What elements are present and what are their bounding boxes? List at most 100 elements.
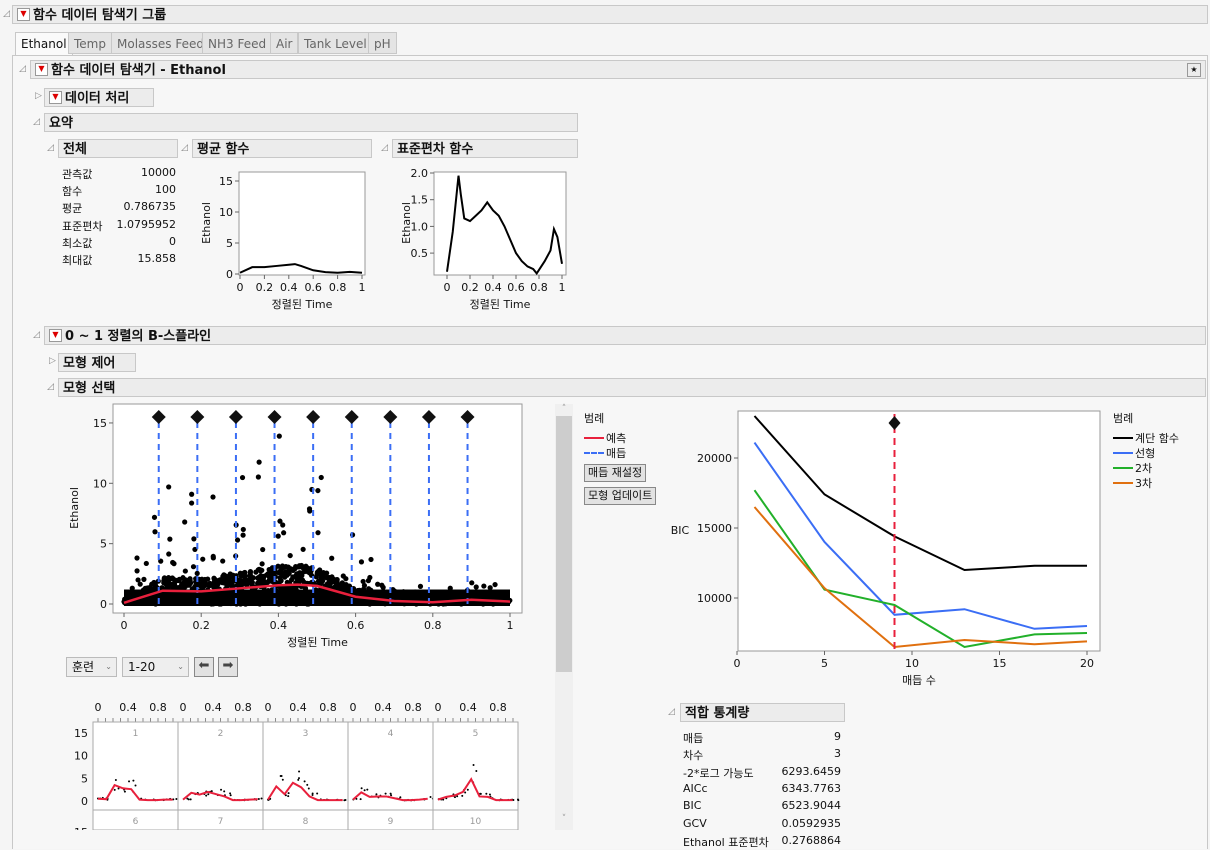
legend-swatch [1113, 467, 1133, 469]
knot-handle[interactable] [383, 410, 398, 424]
legend-item-label[interactable]: 2차 [1135, 462, 1153, 475]
function-panel[interactable] [177, 721, 264, 811]
data-point [479, 792, 482, 795]
data-point [137, 581, 143, 587]
panel-label: 5 [473, 729, 479, 739]
explorer-outline-header[interactable]: ▼ 함수 데이터 탐색기 - Ethanol ★ [30, 60, 1206, 79]
disclosure-icon[interactable]: ◿ [47, 143, 54, 153]
selected-knots-handle[interactable] [888, 416, 901, 430]
red-triangle-menu-icon[interactable]: ▼ [35, 63, 48, 76]
plot-frame [737, 410, 1101, 652]
stat-value: 0.786735 [123, 200, 177, 214]
overall-outline[interactable]: 전체 [58, 139, 178, 158]
data-point [464, 791, 467, 794]
update-model-button[interactable]: 모형 업데이트 [584, 487, 657, 505]
data-point [340, 583, 346, 589]
red-triangle-menu-icon[interactable]: ▼ [49, 91, 62, 104]
bspline-outline[interactable]: ▼ 0 ~ 1 정렬의 B-스플라인 [44, 326, 1206, 345]
knot-handle[interactable] [306, 410, 321, 424]
disclosure-icon[interactable]: ◿ [381, 143, 388, 153]
tab-nh3-feed[interactable]: NH3 Feed [202, 32, 273, 54]
expand-icon[interactable]: ▷ [35, 91, 42, 101]
range-select[interactable]: 1-20 ⌄ [122, 657, 189, 677]
vertical-scrollbar[interactable]: ˄ ˅ [555, 404, 573, 830]
panel-prediction-line [352, 791, 428, 802]
data-point [143, 560, 149, 567]
data-point [259, 561, 265, 567]
knot-handle[interactable] [460, 410, 475, 424]
data-point [375, 793, 378, 796]
disclosure-icon[interactable]: ◿ [19, 64, 26, 74]
summary-outline[interactable]: 요약 [44, 113, 578, 132]
data-point [182, 519, 188, 525]
expand-icon[interactable]: ▷ [49, 356, 56, 366]
fit-stat-label: GCV [683, 816, 707, 830]
model-selection-outline[interactable]: 모형 선택 [58, 378, 1206, 397]
disclosure-icon[interactable]: ◿ [668, 707, 675, 717]
next-page-button[interactable]: ➡ [218, 657, 238, 677]
disclosure-icon[interactable]: ◿ [47, 382, 54, 392]
data-point [200, 556, 206, 562]
red-triangle-menu-icon[interactable]: ▼ [17, 8, 30, 21]
data-point [293, 563, 299, 570]
data-processing-outline[interactable]: ▼ 데이터 처리 [44, 88, 154, 107]
reset-knots-button[interactable]: 매듭 재설정 [584, 464, 647, 482]
legend-item-label[interactable]: 선형 [1135, 447, 1156, 460]
set-select[interactable]: 훈련 ⌄ [66, 657, 117, 677]
data-point [117, 787, 120, 790]
data-point [235, 582, 241, 588]
data-point [123, 790, 126, 793]
stat-label: 최소값 [62, 236, 93, 250]
disclosure-icon[interactable]: ◿ [33, 330, 40, 340]
legend-item-label[interactable]: 3차 [1135, 477, 1153, 490]
model-control-outline[interactable]: 모형 제어 [58, 353, 136, 372]
knot-handle[interactable] [344, 410, 359, 424]
data-point [151, 514, 158, 520]
std-function-outline[interactable]: 표준편차 함수 [392, 139, 578, 158]
red-triangle-menu-icon[interactable]: ▼ [49, 329, 62, 342]
disclosure-icon[interactable]: ◿ [181, 143, 188, 153]
disclosure-icon[interactable]: ◿ [33, 117, 40, 127]
tab-molasses-feed[interactable]: Molasses Feed [111, 32, 210, 54]
fit-stat-label: Ethanol 표준편차 [683, 835, 769, 849]
stat-label: 최대값 [62, 254, 93, 267]
data-point [207, 580, 213, 587]
tab-temp[interactable]: Temp [68, 32, 112, 54]
fit-stat-value: 6293.6459 [781, 764, 842, 778]
function-panel[interactable] [432, 721, 519, 811]
data-point [303, 563, 309, 569]
legend-item-label[interactable]: 계단 함수 [1135, 432, 1179, 445]
previous-page-button[interactable]: ⬅ [194, 657, 214, 677]
scrollbar-thumb[interactable] [556, 416, 572, 672]
disclosure-icon[interactable]: ◿ [3, 9, 10, 19]
scroll-down-icon[interactable]: ˅ [561, 814, 567, 824]
legend-swatch [584, 452, 604, 454]
legend-item-label[interactable]: 매듭 [606, 447, 627, 460]
tab-ph[interactable]: pH [368, 32, 397, 54]
group-outline-header[interactable]: ▼ 함수 데이터 탐색기 그룹 [12, 5, 1208, 24]
mean-function-outline[interactable]: 평균 함수 [192, 139, 372, 158]
data-point [210, 553, 216, 560]
data-point [281, 778, 284, 781]
fit-stats-outline[interactable]: 적합 통계량 [680, 703, 845, 722]
data-point [194, 570, 200, 576]
data-point [189, 491, 195, 497]
knot-handle[interactable] [151, 410, 166, 424]
data-point [260, 546, 266, 553]
y-tick-label: 15 [74, 727, 88, 740]
knot-handle[interactable] [190, 410, 205, 424]
knot-handle[interactable] [267, 410, 282, 424]
tab-tank-level[interactable]: Tank Level [298, 32, 373, 54]
scroll-up-icon[interactable]: ˄ [561, 404, 567, 414]
tab-air[interactable]: Air [270, 32, 299, 54]
data-point [202, 581, 208, 587]
tab-ethanol[interactable]: Ethanol [15, 32, 73, 56]
knot-handle[interactable] [421, 410, 436, 424]
knot-handle[interactable] [228, 410, 243, 424]
legend-item-label[interactable]: 예측 [606, 432, 627, 445]
data-point [261, 578, 267, 584]
pin-icon[interactable]: ★ [1187, 63, 1201, 77]
function-panel[interactable] [432, 809, 519, 830]
